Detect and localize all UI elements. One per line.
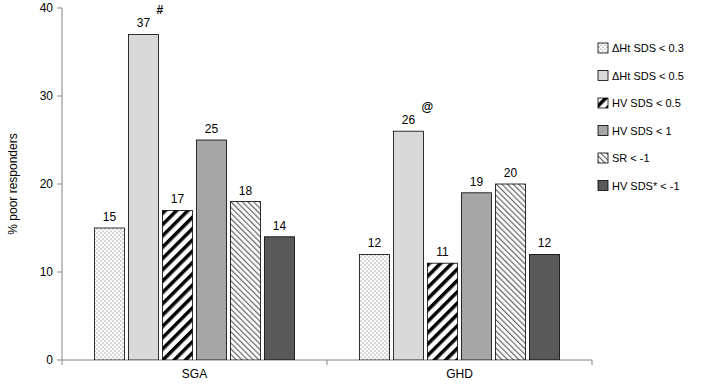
annotation: @ — [422, 100, 434, 114]
legend-swatch — [598, 126, 608, 136]
y-tick-label: 40 — [40, 1, 54, 15]
legend-label: ΔHt SDS < 0.5 — [612, 70, 684, 82]
bar — [462, 193, 492, 360]
x-tick — [62, 360, 63, 365]
y-axis-title: % poor responders — [6, 133, 20, 234]
bar — [95, 228, 125, 360]
y-tick — [57, 360, 62, 361]
y-tick-label: 0 — [46, 353, 53, 367]
bar — [428, 263, 458, 360]
data-label: 12 — [368, 236, 382, 250]
bar — [394, 131, 424, 360]
data-label: 11 — [436, 245, 449, 259]
legend: ΔHt SDS < 0.3 ΔHt SDS < 0.5 HV SDS < 0.5 HV… — [598, 42, 684, 192]
data-label: 19 — [470, 175, 484, 189]
bar — [129, 34, 159, 360]
legend-label: ΔHt SDS < 0.3 — [612, 42, 684, 54]
y-tick — [57, 184, 62, 185]
bar — [197, 140, 227, 360]
data-label: 20 — [504, 166, 518, 180]
y-tick — [57, 8, 62, 9]
x-tick — [327, 360, 328, 365]
legend-swatch — [598, 71, 608, 81]
legend-swatch — [598, 43, 608, 53]
y-tick-label: 30 — [40, 89, 54, 103]
bar — [265, 237, 295, 360]
legend-label: HV SDS < 0.5 — [612, 97, 681, 109]
bar — [530, 254, 560, 360]
data-label: 25 — [205, 122, 219, 136]
legend-swatch — [598, 98, 608, 108]
legend-label: HV SDS* < -1 — [612, 180, 680, 192]
legend-swatch — [598, 153, 608, 163]
bar — [360, 254, 390, 360]
legend-swatch — [598, 181, 608, 191]
data-labels: 15 12 37 26 17 11 25 19 18 20 14 12 — [103, 16, 552, 259]
y-tick-label: 20 — [40, 177, 54, 191]
data-label: 18 — [239, 184, 253, 198]
bar — [496, 184, 526, 360]
x-tick — [592, 360, 593, 365]
y-tick — [57, 96, 62, 97]
data-label: 12 — [538, 236, 552, 250]
annotation: # — [157, 3, 164, 17]
x-tick-label: GHD — [446, 367, 473, 381]
y-tick-label: 10 — [40, 265, 54, 279]
bar — [163, 210, 193, 360]
data-label: 17 — [171, 192, 185, 206]
legend-label: HV SDS < 1 — [612, 125, 672, 137]
data-label: 37 — [137, 16, 151, 30]
legend-label: SR < -1 — [612, 152, 650, 164]
bar — [231, 202, 261, 360]
data-label: 15 — [103, 210, 117, 224]
bars — [95, 34, 560, 360]
data-label: 14 — [273, 219, 287, 233]
y-tick — [57, 272, 62, 273]
chart: 0 10 20 30 40 % poor responders SGA GHD 15 12 37 26… — [0, 0, 709, 385]
x-tick-label: SGA — [182, 367, 207, 381]
data-label: 26 — [402, 113, 416, 127]
